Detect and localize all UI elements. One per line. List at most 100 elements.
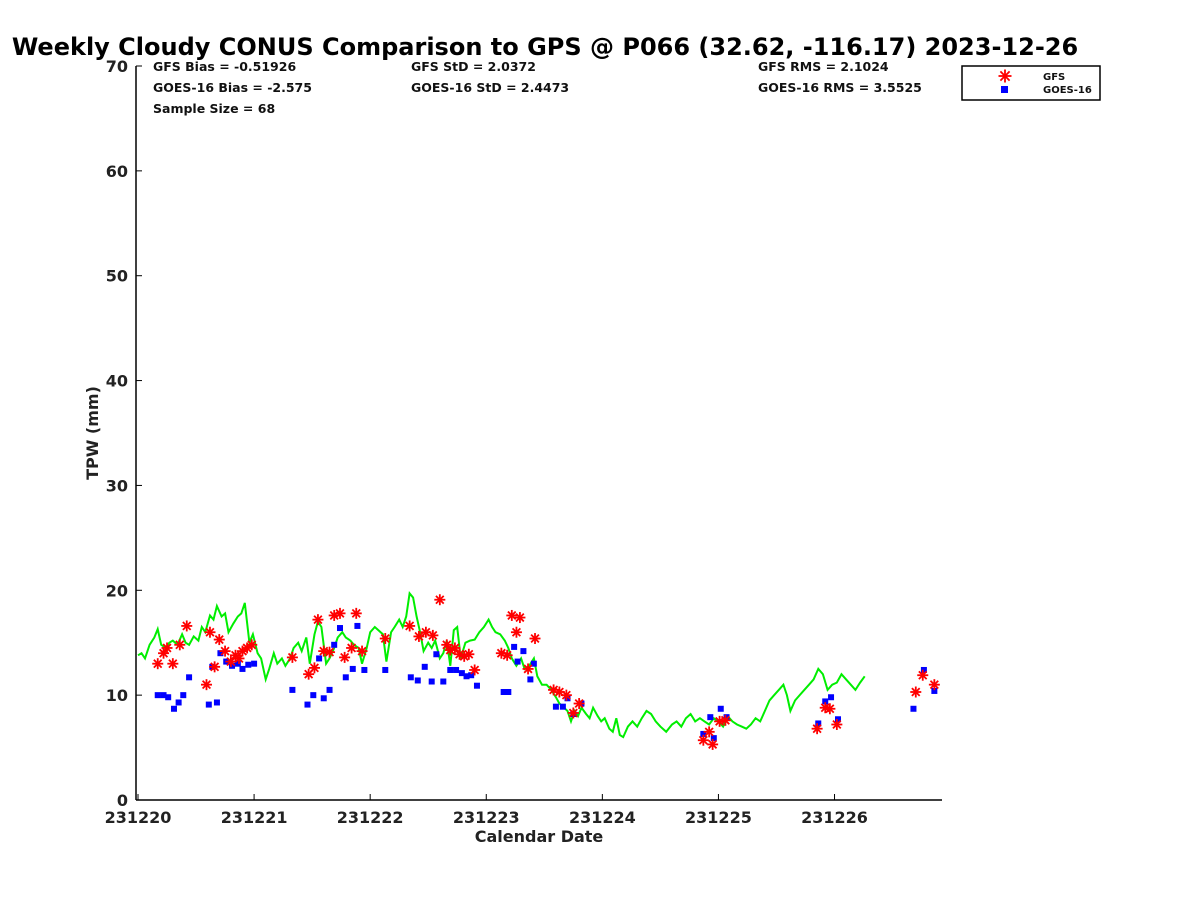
gfs-point	[324, 646, 336, 658]
gfs-point	[707, 738, 719, 750]
gfs-point	[246, 639, 258, 651]
goes16-point	[414, 677, 421, 684]
gfs-point	[174, 639, 186, 651]
gps-series	[137, 591, 866, 739]
goes16-point	[310, 692, 317, 699]
y-tick-label: 40	[106, 372, 128, 391]
y-axis-label: TPW (mm)	[83, 386, 102, 480]
legend-gfs-marker	[998, 69, 1012, 83]
gfs-point	[697, 734, 709, 746]
legend: GFS GOES-16	[961, 65, 1101, 101]
goes16-point	[326, 686, 333, 693]
gfs-point	[312, 614, 324, 626]
gfs-point	[167, 658, 179, 670]
goes16-point	[304, 701, 311, 708]
goes16-point	[421, 663, 428, 670]
x-tick-label: 231222	[337, 808, 404, 827]
gfs-point	[469, 664, 481, 676]
x-tick-label: 231225	[685, 808, 752, 827]
gfs-point	[463, 648, 475, 660]
goes16-point	[458, 670, 465, 677]
gfs-point	[506, 609, 518, 621]
goes16-point	[920, 666, 927, 673]
stat-gfs-bias: GFS Bias = -0.51926	[153, 59, 296, 74]
gfs-point	[152, 658, 164, 670]
gfs-point	[379, 633, 391, 645]
chart-title: Weekly Cloudy CONUS Comparison to GPS @ …	[12, 33, 1078, 61]
goes16-point	[186, 674, 193, 681]
goes16-point	[175, 699, 182, 706]
gfs-point	[522, 663, 534, 675]
goes16-point	[180, 692, 187, 699]
goes16-point	[463, 673, 470, 680]
goes16-point	[473, 682, 480, 689]
y-tick-label: 60	[106, 162, 128, 181]
goes16-point	[217, 650, 224, 657]
goes16-point	[316, 655, 323, 662]
y-tick-label: 10	[106, 686, 128, 705]
gfs-point	[824, 703, 836, 715]
gfs-point	[567, 707, 579, 719]
gfs-point	[811, 723, 823, 735]
stat-goes-rms: GOES-16 RMS = 3.5525	[758, 80, 922, 95]
goes16-point	[835, 716, 842, 723]
goes16-point	[468, 672, 475, 679]
x-tick-label: 231220	[105, 808, 172, 827]
goes16-point	[822, 698, 829, 705]
goes16-point	[700, 730, 707, 737]
gfs-point	[219, 645, 231, 657]
gfs-point	[339, 651, 351, 663]
goes16-point	[440, 678, 447, 685]
goes16-point	[514, 658, 521, 665]
goes16-point	[910, 705, 917, 712]
goes16-point	[447, 666, 454, 673]
legend-goes16-marker	[1001, 86, 1008, 93]
legend-box	[961, 65, 1101, 101]
goes16-point	[331, 641, 338, 648]
goes16-point	[815, 720, 822, 727]
goes16-point	[707, 714, 714, 721]
x-tick-label: 231224	[569, 808, 636, 827]
legend-goes16-label: GOES-16	[1043, 85, 1092, 96]
gfs-point	[831, 719, 843, 731]
legend-gfs-star	[998, 69, 1012, 83]
stat-goes-bias: GOES-16 Bias = -2.575	[153, 80, 312, 95]
gfs-point	[161, 642, 173, 654]
y-tick-label: 50	[106, 267, 128, 286]
gfs-point	[346, 642, 358, 654]
goes16-point	[710, 735, 717, 742]
y-tick-label: 0	[117, 791, 128, 810]
goes16-point	[723, 714, 730, 721]
x-tick-label: 231226	[801, 808, 868, 827]
goes16-point	[170, 705, 177, 712]
goes16-point	[530, 660, 537, 667]
goes16-point	[205, 701, 212, 708]
gfs-point	[427, 629, 439, 641]
goes16-point	[245, 661, 252, 668]
gfs-series	[152, 594, 940, 750]
legend-gfs-label: GFS	[1043, 72, 1065, 83]
y-tick-label: 30	[106, 476, 128, 495]
gfs-point	[917, 669, 929, 681]
gfs-point	[449, 642, 461, 654]
gfs-point	[308, 662, 320, 674]
gfs-point	[514, 612, 526, 624]
goes16-point	[382, 666, 389, 673]
goes16-point	[520, 648, 527, 655]
plot-axes	[135, 66, 942, 801]
goes16-point	[505, 688, 512, 695]
y-tick-label: 20	[106, 581, 128, 600]
gfs-point	[356, 645, 368, 657]
gfs-point	[529, 633, 541, 645]
goes16-point	[428, 678, 435, 685]
gfs-point	[719, 714, 731, 726]
goes16-point	[289, 686, 296, 693]
goes16-point	[500, 688, 507, 695]
goes16-point	[828, 694, 835, 701]
goes16-series	[154, 622, 938, 742]
gfs-point	[928, 679, 940, 691]
goes16-point	[320, 695, 327, 702]
goes16-point	[336, 625, 343, 632]
x-tick-label: 231221	[221, 808, 288, 827]
stat-gfs-std: GFS StD = 2.0372	[411, 59, 536, 74]
